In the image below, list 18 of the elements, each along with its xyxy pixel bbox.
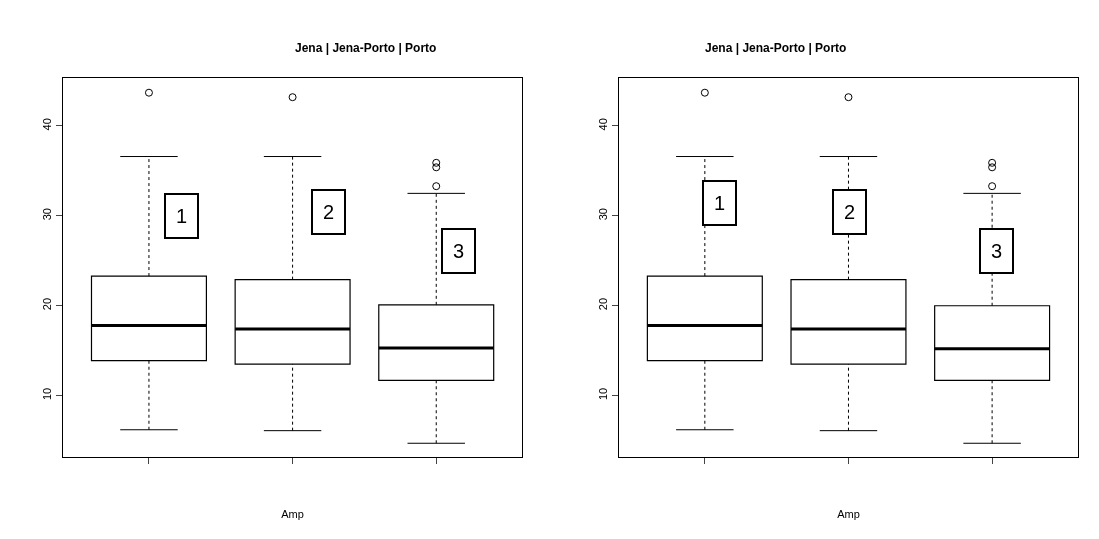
- y-tick-label: 20: [41, 297, 54, 311]
- annotation: 1: [176, 205, 188, 227]
- annotation: 1: [714, 192, 726, 214]
- annotation: 3: [453, 240, 465, 262]
- annotation: 2: [323, 201, 335, 223]
- y-tick-label: 40: [597, 118, 610, 131]
- y-tick-label: 10: [597, 387, 610, 401]
- chart-title: Jena | Jena-Porto | Porto: [295, 41, 437, 55]
- chart-title: Jena | Jena-Porto | Porto: [705, 41, 847, 55]
- y-tick-label: 30: [41, 208, 54, 221]
- y-tick-label: 20: [597, 297, 610, 311]
- y-tick-label: 10: [41, 387, 54, 401]
- y-tick-label: 40: [41, 118, 54, 131]
- annotation: 2: [844, 201, 856, 223]
- x-axis-title: Amp: [837, 508, 860, 521]
- x-axis-title: Amp: [281, 508, 304, 521]
- annotation: 3: [991, 240, 1003, 262]
- y-tick-label: 30: [597, 208, 610, 221]
